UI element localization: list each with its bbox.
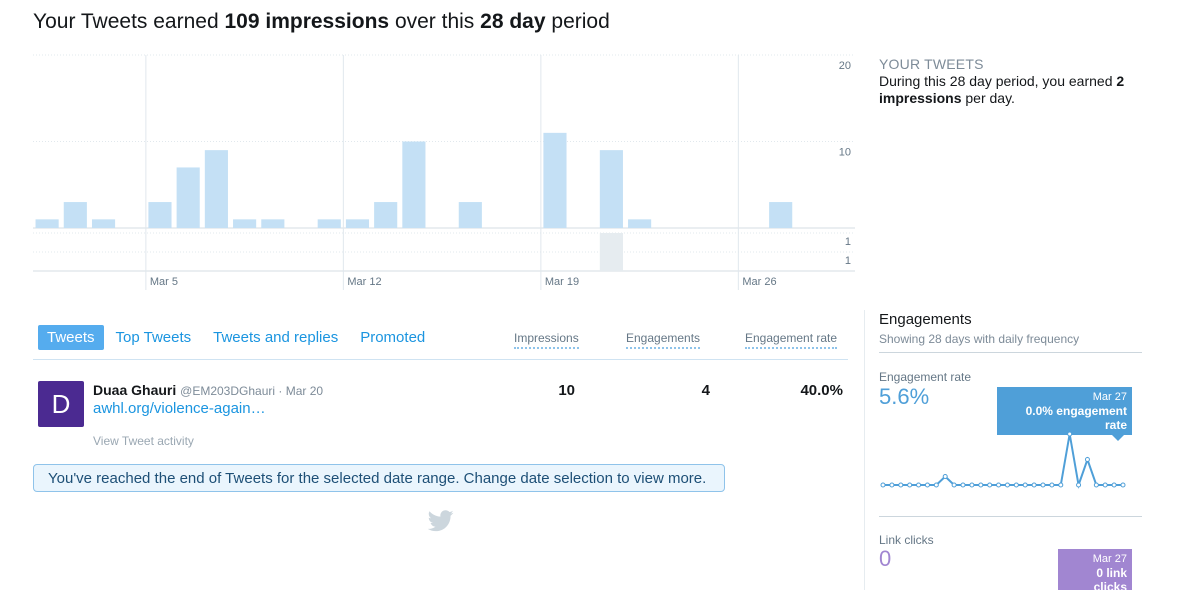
engagement-rate-sparkline [880, 431, 1126, 489]
y2-tick-label: 1 [845, 236, 851, 248]
link-clicks-tooltip: Mar 27 0 link clicks [1058, 549, 1132, 590]
impressions-total: 109 [224, 10, 260, 33]
end-of-tweets-notice: You've reached the end of Tweets for the… [33, 464, 725, 492]
x-tick-label: Mar 26 [742, 276, 776, 288]
view-tweet-activity-link[interactable]: View Tweet activity [93, 434, 194, 448]
tweet-impressions: 10 [558, 382, 575, 399]
engagement-rate-point [1120, 482, 1126, 488]
impression-bar [148, 202, 172, 228]
column-impressions[interactable]: Impressions [514, 331, 579, 349]
impression-bar [176, 167, 200, 228]
engagement-rate-point [942, 474, 948, 479]
impression-bar [374, 202, 398, 228]
tab-tweets-and-replies[interactable]: Tweets and replies [213, 328, 339, 346]
engagement-rate-point [1049, 482, 1055, 488]
tweet-author: Duaa Ghauri @EM203DGhauri · Mar 20 [93, 382, 323, 398]
link-clicks-label: Link clicks [879, 533, 934, 547]
x-tick-label: Mar 5 [150, 276, 178, 288]
engagement-rate-point [1102, 482, 1108, 488]
engagements-subtitle: Showing 28 days with daily frequency [879, 332, 1080, 346]
column-engagement-rate[interactable]: Engagement rate [745, 331, 838, 349]
engagement-rate-point [996, 482, 1002, 488]
impression-bar [261, 219, 285, 228]
engagement-rate-point [1067, 431, 1073, 437]
engagement-rate-point [987, 482, 993, 488]
engagement-rate-point [1093, 482, 1099, 488]
link-clicks-value: 0 [879, 546, 892, 571]
impression-bar [402, 141, 426, 228]
impression-bar [204, 150, 228, 228]
column-engagements[interactable]: Engagements [626, 331, 701, 349]
tweet-engagements: 4 [701, 382, 710, 399]
engagement-rate-point [1022, 482, 1028, 488]
impression-bar [35, 219, 59, 228]
engagements-title: Engagements [879, 311, 972, 328]
engagement-rate-point [978, 482, 984, 488]
period-length: 28 day [480, 10, 546, 33]
twitter-bird-icon [428, 510, 454, 532]
tabs-divider [33, 359, 848, 360]
engagement-rate-point [969, 482, 975, 488]
impression-bar [543, 132, 567, 228]
tweet-link[interactable]: awhl.org/violence-again… [93, 400, 266, 417]
engagement-rate-point [951, 482, 957, 488]
engagement-rate-point [898, 482, 904, 488]
engagement-rate-point [1084, 457, 1090, 462]
summary-panel: YOUR TWEETS During this 28 day period, y… [879, 56, 1139, 107]
avatar[interactable]: D [38, 381, 84, 427]
impression-bar [233, 219, 257, 228]
engagements-divider [879, 352, 1142, 353]
x-tick-label: Mar 12 [347, 276, 381, 288]
impression-bar [458, 202, 482, 228]
impression-bar [628, 219, 652, 228]
engagement-rate-point [924, 482, 930, 488]
impressions-chart: 20 10 1 1 Mar 5 Mar 12 Mar 19 Mar 26 [33, 54, 855, 290]
y-tick-label: 20 [839, 60, 851, 72]
engagement-rate-point [916, 482, 922, 488]
impression-bar [345, 219, 370, 228]
y-tick-label: 10 [839, 147, 851, 159]
panel-divider [864, 310, 865, 590]
engagement-rate-point [1076, 482, 1082, 488]
engagement-rate-point [933, 482, 939, 488]
engagement-rate-point [880, 482, 886, 488]
engagement-rate-line [883, 433, 1123, 489]
impression-bar [317, 219, 341, 228]
engagement-rate-point [1031, 482, 1037, 488]
lower-bar [599, 233, 623, 271]
engagement-rate-point [1004, 482, 1010, 488]
engagement-rate-point [907, 482, 913, 488]
page-title: Your Tweets earned 109 impressions over … [33, 10, 610, 33]
tab-tweets[interactable]: Tweets [38, 324, 104, 350]
y2-tick-label: 1 [845, 255, 851, 267]
impression-bar [63, 202, 87, 228]
tweet-engagement-rate: 40.0% [800, 382, 843, 399]
engagement-rate-point [1058, 482, 1064, 488]
tab-promoted[interactable]: Promoted [360, 328, 426, 346]
engagement-rate-point [1111, 482, 1117, 488]
engagement-divider-2 [879, 516, 1142, 517]
engagement-rate-value: 5.6% [879, 384, 930, 409]
engagement-rate-label: Engagement rate [879, 370, 972, 384]
impression-bar [599, 150, 623, 228]
tab-top-tweets[interactable]: Top Tweets [115, 328, 192, 346]
engagement-rate-point [1040, 482, 1046, 488]
engagement-rate-tooltip: Mar 27 0.0% engagement rate [997, 387, 1132, 441]
engagement-rate-point [960, 482, 966, 488]
engagement-rate-point [1013, 482, 1019, 488]
engagement-rate-point [889, 482, 895, 488]
tweet-tabs: Tweets Top Tweets Tweets and replies Pro… [38, 324, 437, 350]
summary-heading: YOUR TWEETS [879, 56, 984, 72]
impression-bar [91, 219, 116, 228]
x-tick-label: Mar 19 [545, 276, 579, 288]
author-handle: @EM203DGhauri · Mar 20 [180, 384, 324, 398]
author-name[interactable]: Duaa Ghauri [93, 382, 177, 398]
impression-bar [769, 202, 793, 228]
summary-text: During this 28 day period, you earned 2 … [879, 73, 1125, 106]
